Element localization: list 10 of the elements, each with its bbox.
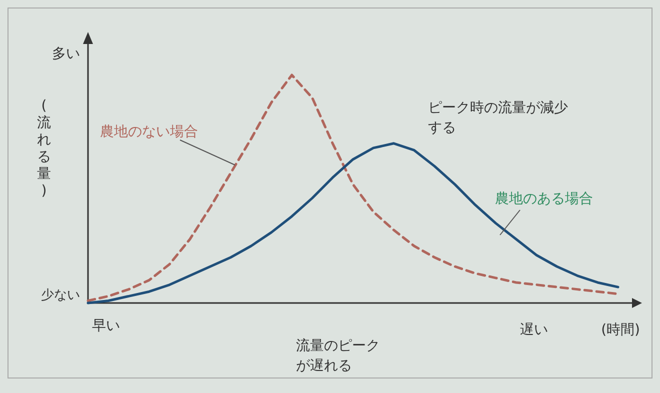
text: 多い [52, 46, 80, 62]
text: 早い [92, 318, 120, 334]
series-label: 農地のある場合 [495, 191, 593, 207]
y-axis-title: (流れる量) [37, 98, 51, 199]
annotation: ピーク時の流量が減少する [428, 100, 568, 136]
x-axis-title: (時間) [601, 322, 640, 338]
text: 遅い [520, 322, 548, 338]
text: 少ない [41, 288, 80, 303]
text: 農地のない場合 [100, 124, 198, 140]
text: 流量のピークが遅れる [296, 338, 380, 374]
